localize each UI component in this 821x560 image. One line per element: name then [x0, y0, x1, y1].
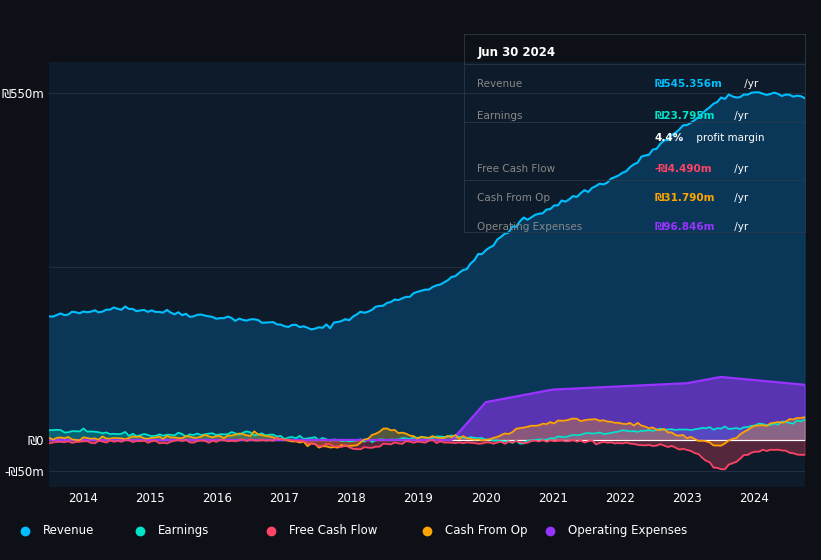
Text: /yr: /yr: [731, 193, 748, 203]
Text: profit margin: profit margin: [693, 133, 764, 143]
Text: -₪4.490m: -₪4.490m: [654, 164, 713, 174]
Text: ₪23.795m: ₪23.795m: [654, 111, 715, 121]
Text: /yr: /yr: [731, 164, 748, 174]
Text: Earnings: Earnings: [158, 524, 209, 538]
Text: Operating Expenses: Operating Expenses: [568, 524, 687, 538]
Text: Free Cash Flow: Free Cash Flow: [289, 524, 378, 538]
Text: 4.4%: 4.4%: [654, 133, 684, 143]
Text: /yr: /yr: [741, 80, 758, 90]
Text: Revenue: Revenue: [478, 80, 523, 90]
Text: Earnings: Earnings: [478, 111, 523, 121]
Text: Operating Expenses: Operating Expenses: [478, 222, 583, 232]
Text: ₪96.846m: ₪96.846m: [654, 222, 715, 232]
Text: ₪545.356m: ₪545.356m: [654, 80, 722, 90]
Text: Free Cash Flow: Free Cash Flow: [478, 164, 556, 174]
Text: Jun 30 2024: Jun 30 2024: [478, 45, 556, 59]
Text: Cash From Op: Cash From Op: [478, 193, 551, 203]
Text: ₪31.790m: ₪31.790m: [654, 193, 715, 203]
Text: Revenue: Revenue: [43, 524, 94, 538]
Text: Cash From Op: Cash From Op: [445, 524, 527, 538]
Text: /yr: /yr: [731, 111, 748, 121]
Text: /yr: /yr: [731, 222, 748, 232]
